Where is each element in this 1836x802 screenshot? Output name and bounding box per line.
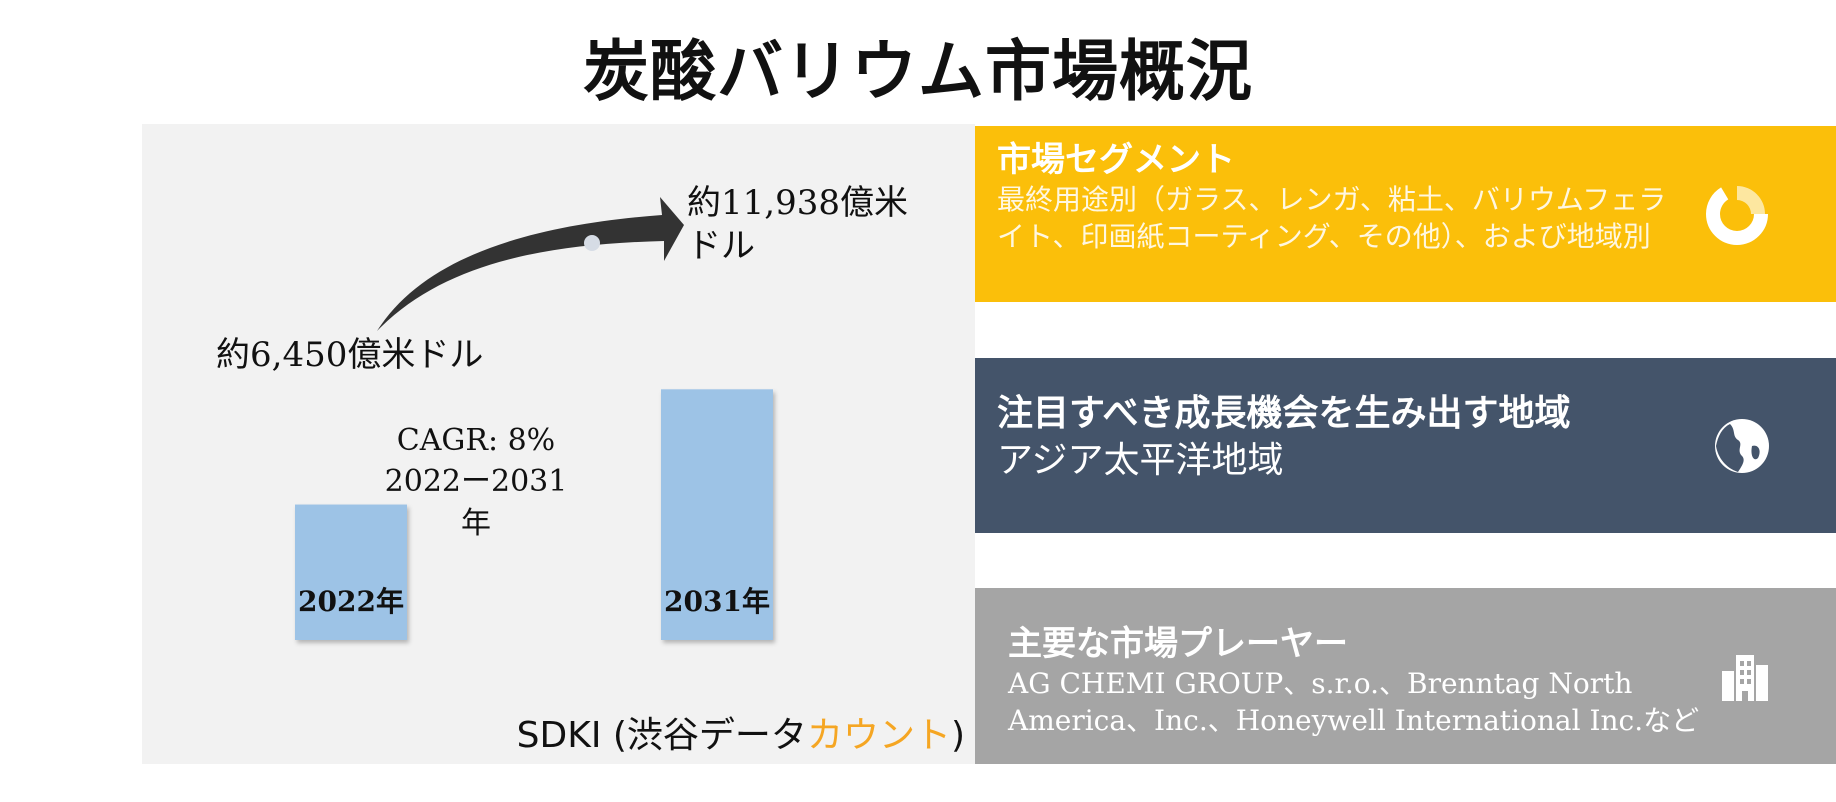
cagr-period: 2022ー2031年	[384, 464, 568, 541]
segment-card-body: 最終用途別（ガラス、レンガ、粘土、バリウムフェライト、印画紙コーティング、その他…	[997, 183, 1667, 254]
players-card-body: AG CHEMI GROUP、s.r.o.、Brenntag North Ame…	[1008, 667, 1700, 738]
chart-canvas	[295, 189, 773, 640]
growth-arrow	[377, 197, 684, 331]
source-credit: SDKI (渋谷データカウント)	[517, 706, 965, 758]
cagr-annotation: CAGR: 8% 2022ー2031年	[376, 420, 576, 544]
growth-arrow-icon	[377, 189, 680, 332]
segment-card-title: 市場セグメント	[997, 140, 1235, 180]
bar-2022	[295, 504, 407, 640]
buildings-icon	[1722, 655, 1768, 701]
players-card: 主要な市場プレーヤー AG CHEMI GROUP、s.r.o.、Brennta…	[975, 588, 1836, 764]
region-card: 注目すべき成長機会を生み出す地域 アジア太平洋地域	[975, 358, 1836, 533]
globe-icon	[1715, 418, 1769, 473]
arrow-dot	[584, 235, 600, 251]
cagr-rate: CAGR: 8%	[396, 423, 556, 458]
bar-2031	[661, 389, 773, 640]
source-suffix: )	[950, 715, 965, 756]
bar-label-2031: 2031年	[664, 585, 770, 618]
region-card-body: アジア太平洋地域	[997, 439, 1284, 481]
source-prefix: SDKI (渋谷データ	[516, 715, 807, 756]
value-label-2031: 約11,938億米ドル	[687, 183, 908, 266]
market-size-chart: 約6,450億米ドル 約11,938億米ドル CAGR: 8% 2022ー203…	[142, 124, 975, 764]
source-accent: カウント	[806, 715, 951, 756]
donut-chart-icon	[1706, 183, 1768, 245]
segment-card: 市場セグメント 最終用途別（ガラス、レンガ、粘土、バリウムフェライト、印画紙コー…	[975, 126, 1836, 302]
page-title: 炭酸バリウム市場概況	[583, 32, 1253, 110]
players-card-title: 主要な市場プレーヤー	[1008, 624, 1348, 664]
bar-label-2022: 2022年	[298, 585, 404, 618]
region-card-title: 注目すべき成長機会を生み出す地域	[997, 392, 1571, 434]
value-label-2022: 約6,450億米ドル	[216, 335, 484, 375]
